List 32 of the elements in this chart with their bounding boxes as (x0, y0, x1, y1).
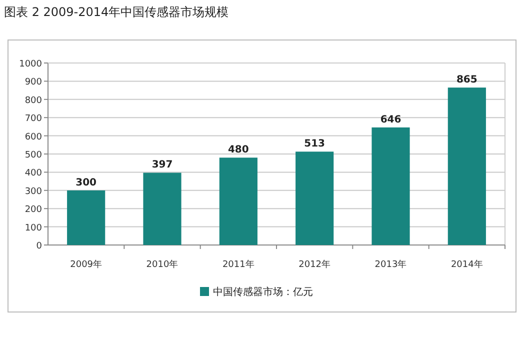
bar (372, 127, 410, 245)
bar (296, 152, 334, 245)
y-tick-label: 400 (24, 168, 42, 179)
data-label: 646 (380, 114, 402, 126)
data-label: 397 (152, 160, 173, 171)
y-tick-label: 300 (24, 186, 42, 197)
chart-title: 图表 2 2009-2014年中国传感器市场规模 (4, 5, 229, 19)
data-label: 513 (304, 138, 326, 150)
y-tick-label: 0 (36, 242, 42, 252)
data-label: 480 (228, 144, 249, 156)
中国传感器市场：亿元: 300 397 480 513 646 865 (67, 74, 486, 245)
legend-label: 中国传感器市场：亿元 (213, 286, 313, 298)
bar (219, 158, 258, 245)
bar (67, 190, 106, 245)
bar (448, 88, 486, 245)
x-tick-label: 2010年 (146, 259, 178, 270)
x-tick-label: 2014年 (450, 259, 483, 270)
y-tick-label: 700 (24, 114, 42, 124)
x-tick-label: 2011年 (222, 259, 254, 270)
x-tick-label: 2012年 (298, 259, 331, 270)
y-tick-label: 500 (24, 150, 42, 160)
data-label: 865 (456, 74, 478, 86)
bar (143, 172, 182, 245)
y-tick-label: 800 (24, 96, 42, 106)
data-label: 300 (76, 177, 97, 188)
y-tick-label: 600 (24, 132, 42, 142)
y-tick-label: 200 (24, 205, 42, 216)
x-tick-label: 2013年 (374, 259, 407, 270)
x-tick-label: 2009年 (70, 259, 102, 270)
y-tick-label: 100 (24, 223, 42, 234)
y-tick-label: 900 (24, 78, 42, 88)
y-tick-label: 1000 (19, 60, 42, 70)
